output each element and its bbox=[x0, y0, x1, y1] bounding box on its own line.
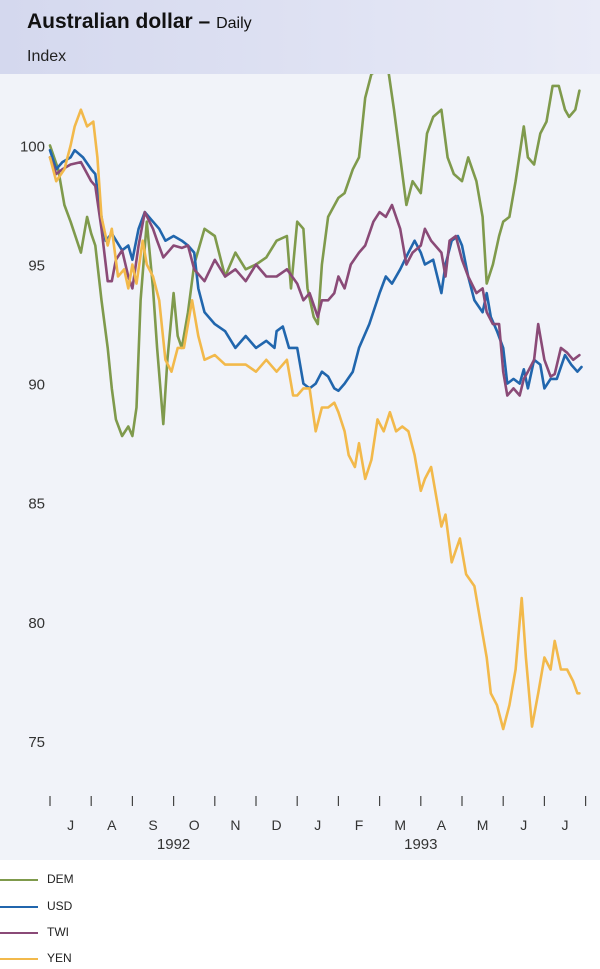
x-month-label: F bbox=[355, 817, 364, 833]
legend-label-usd: USD bbox=[47, 899, 73, 913]
chart-subtitle: Daily bbox=[216, 15, 252, 32]
y-tick-label-95: 95 bbox=[28, 258, 45, 275]
x-month-label: J bbox=[520, 817, 527, 833]
x-month-label: J bbox=[562, 817, 569, 833]
legend-swatch-usd bbox=[0, 906, 38, 908]
chart-header: Australian dollar – Daily Index bbox=[0, 0, 600, 74]
chart-title: Australian dollar – Daily bbox=[27, 10, 252, 34]
series-line-dem bbox=[48, 74, 581, 438]
legend-label-dem: DEM bbox=[47, 872, 74, 886]
x-month-label: N bbox=[230, 817, 240, 833]
y-tick-label-85: 85 bbox=[28, 496, 45, 513]
y-tick-label-75: 75 bbox=[28, 734, 45, 751]
x-year-label-1993: 1993 bbox=[404, 836, 437, 853]
y-tick-label-100: 100 bbox=[20, 138, 45, 155]
legend-item-twi: TWI bbox=[0, 923, 160, 943]
x-year-label-1992: 1992 bbox=[157, 836, 190, 853]
x-month-label: J bbox=[67, 817, 74, 833]
legend-swatch-yen bbox=[0, 958, 38, 960]
series-line-usd bbox=[48, 148, 583, 393]
legend-item-dem: DEM bbox=[0, 870, 160, 890]
x-month-label: J bbox=[314, 817, 321, 833]
x-month-label: S bbox=[148, 817, 157, 833]
x-month-label: M bbox=[477, 817, 489, 833]
legend-label-twi: TWI bbox=[47, 925, 69, 939]
x-month-label: A bbox=[437, 817, 447, 833]
plot-panel: 75 80 85 90 95 100 J A S O N D J F M A M J J 1992 1993 bbox=[0, 74, 600, 860]
series-line-yen bbox=[48, 108, 581, 731]
x-month-label: M bbox=[394, 817, 406, 833]
y-axis-unit-label: Index bbox=[27, 48, 67, 65]
x-month-label: A bbox=[107, 817, 117, 833]
legend-item-yen: YEN bbox=[0, 949, 160, 969]
legend-swatch-twi bbox=[0, 932, 38, 934]
legend-label-yen: YEN bbox=[47, 951, 72, 965]
chart-title-separator: – bbox=[192, 10, 217, 33]
y-tick-label-90: 90 bbox=[28, 377, 45, 394]
x-month-label: D bbox=[272, 817, 282, 833]
line-chart: 75 80 85 90 95 100 J A S O N D J F M A M J J 1992 1993 bbox=[20, 74, 587, 853]
legend-swatch-dem bbox=[0, 879, 38, 881]
legend-item-usd: USD bbox=[0, 897, 160, 917]
x-month-label: O bbox=[189, 817, 200, 833]
y-tick-label-80: 80 bbox=[28, 615, 45, 632]
chart-title-text: Australian dollar bbox=[27, 10, 193, 33]
